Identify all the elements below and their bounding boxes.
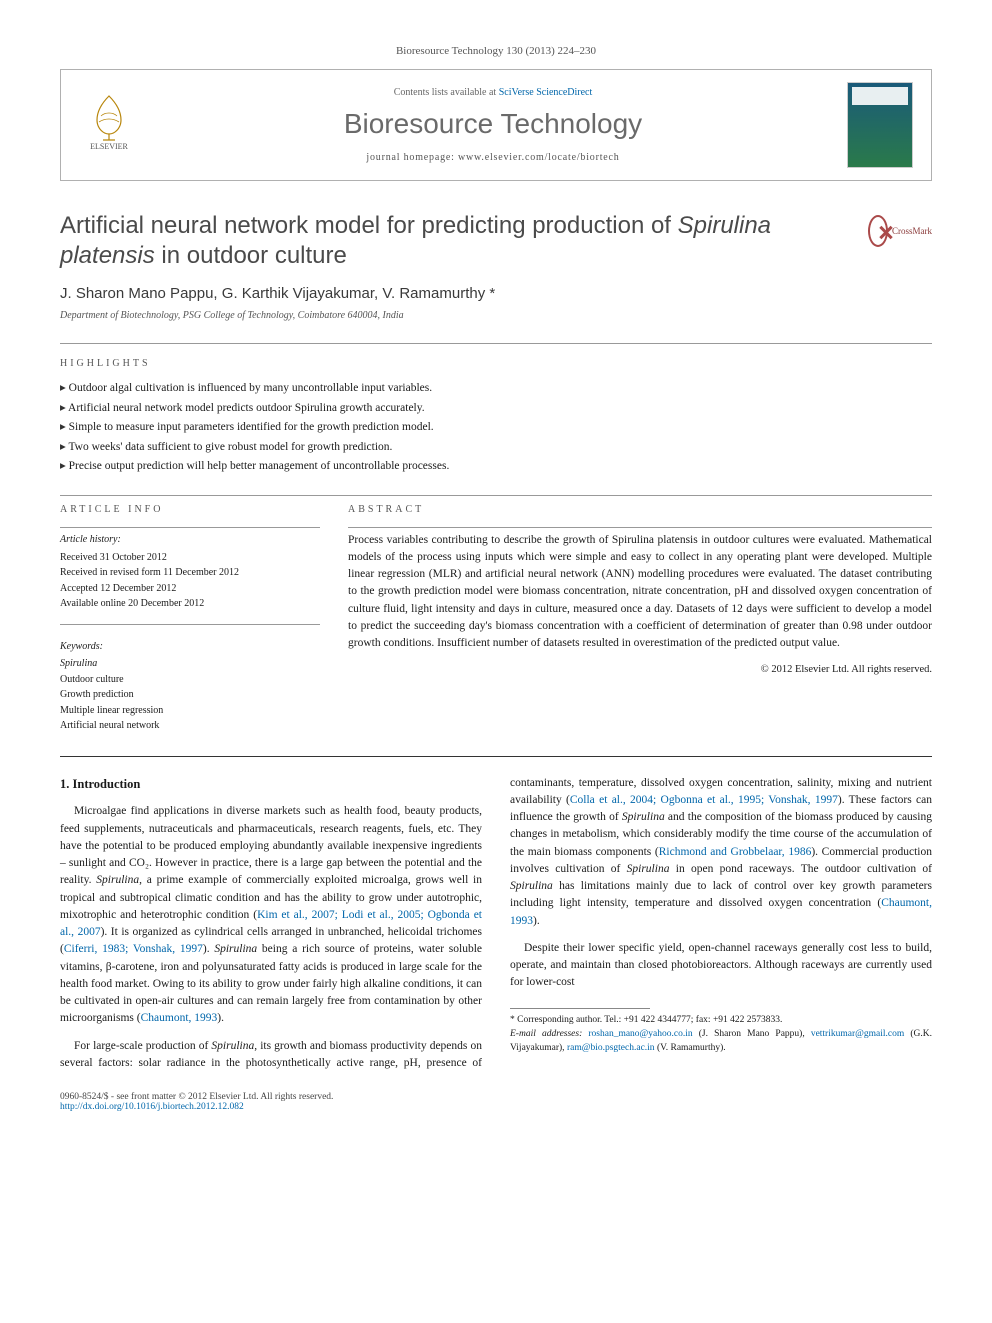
citation-link[interactable]: Colla et al., 2004; Ogbonna et al., 1995…: [570, 794, 838, 806]
accepted-date: Accepted 12 December 2012: [60, 581, 320, 597]
rule: [348, 527, 932, 528]
body-columns: 1. Introduction Microalgae find applicat…: [60, 775, 932, 1073]
email-who: (V. Ramamurthy).: [655, 1043, 726, 1053]
rule: [60, 495, 932, 496]
p1-text: ).: [203, 943, 214, 955]
article-info-heading: ARTICLE INFO: [60, 502, 320, 518]
homepage-prefix: journal homepage:: [366, 152, 458, 163]
keyword: Multiple linear regression: [60, 703, 320, 719]
citation-line: Bioresource Technology 130 (2013) 224–23…: [60, 45, 932, 57]
email-link[interactable]: vettrikumar@gmail.com: [811, 1029, 904, 1039]
p1-em: Spirulina: [96, 874, 139, 886]
journal-cover-thumb: [847, 82, 913, 168]
p2-text: ).: [533, 915, 540, 927]
crossmark-label: CrossMark: [892, 226, 932, 236]
keyword: Outdoor culture: [60, 672, 320, 688]
elsevier-label: ELSEVIER: [90, 142, 128, 151]
p1-text: ).: [217, 1012, 224, 1024]
revised-date: Received in revised form 11 December 201…: [60, 565, 320, 581]
highlight-item: Simple to measure input parameters ident…: [60, 418, 932, 438]
elsevier-logo: ELSEVIER: [79, 92, 139, 158]
citation-link[interactable]: Richmond and Grobbelaar, 1986: [659, 846, 812, 858]
citation-link[interactable]: Ciferri, 1983; Vonshak, 1997: [64, 943, 203, 955]
highlight-item: Artificial neural network model predicts…: [60, 399, 932, 419]
rule: [60, 624, 320, 625]
keyword: Artificial neural network: [60, 718, 320, 734]
email-label: E-mail addresses:: [510, 1029, 588, 1039]
keyword: Spirulina: [60, 656, 320, 672]
journal-name: Bioresource Technology: [157, 108, 829, 140]
contents-line: Contents lists available at SciVerse Sci…: [157, 87, 829, 98]
author-list: J. Sharon Mano Pappu, G. Karthik Vijayak…: [60, 285, 932, 302]
p2-em: Spirulina: [622, 811, 665, 823]
citation-link[interactable]: Chaumont, 1993: [141, 1012, 218, 1024]
email-who: (J. Sharon Mano Pappu),: [693, 1029, 811, 1039]
sciencedirect-link[interactable]: SciVerse ScienceDirect: [499, 87, 593, 98]
intro-para-3: Despite their lower specific yield, open…: [510, 940, 932, 992]
abstract-heading: ABSTRACT: [348, 502, 932, 517]
keywords-head: Keywords:: [60, 639, 320, 655]
doi-link[interactable]: http://dx.doi.org/10.1016/j.biortech.201…: [60, 1102, 244, 1112]
crossmark-icon: [868, 215, 888, 247]
homepage-url: www.elsevier.com/locate/biortech: [458, 152, 620, 163]
email-link[interactable]: ram@bio.psgtech.ac.in: [567, 1043, 655, 1053]
p1-text: being a rich source of proteins, water s…: [60, 943, 482, 1024]
history-head: Article history:: [60, 532, 320, 548]
highlight-item: Precise output prediction will help bett…: [60, 457, 932, 477]
title-text-pre: Artificial neural network model for pred…: [60, 212, 678, 239]
crossmark-badge[interactable]: CrossMark: [868, 211, 932, 251]
keyword-text: Spirulina: [60, 658, 97, 669]
p2-em: Spirulina: [627, 863, 670, 875]
affiliation: Department of Biotechnology, PSG College…: [60, 310, 932, 321]
page-footer: 0960-8524/$ - see front matter © 2012 El…: [60, 1092, 932, 1112]
copyright-line: © 2012 Elsevier Ltd. All rights reserved…: [348, 662, 932, 678]
highlights-heading: HIGHLIGHTS: [60, 358, 932, 369]
journal-header: ELSEVIER Contents lists available at Sci…: [60, 69, 932, 181]
email-addresses: E-mail addresses: roshan_mano@yahoo.co.i…: [510, 1027, 932, 1056]
title-text-post: in outdoor culture: [155, 242, 347, 269]
highlights-block: Outdoor algal cultivation is influenced …: [60, 379, 932, 477]
email-link[interactable]: roshan_mano@yahoo.co.in: [588, 1029, 692, 1039]
elsevier-tree-icon: [83, 92, 135, 142]
received-date: Received 31 October 2012: [60, 550, 320, 566]
homepage-line: journal homepage: www.elsevier.com/locat…: [157, 152, 829, 163]
p1-em: Spirulina: [214, 943, 257, 955]
highlight-item: Two weeks' data sufficient to give robus…: [60, 438, 932, 458]
p2-em: Spirulina: [211, 1040, 254, 1052]
full-rule: [60, 756, 932, 757]
intro-para-1: Microalgae find applications in diverse …: [60, 803, 482, 1027]
footnote-rule: [510, 1008, 650, 1009]
highlight-item: Outdoor algal cultivation is influenced …: [60, 379, 932, 399]
front-matter-line: 0960-8524/$ - see front matter © 2012 El…: [60, 1092, 333, 1102]
p2-text: For large-scale production of: [74, 1040, 211, 1052]
p2-text: has limitations mainly due to lack of co…: [510, 880, 932, 909]
corresponding-author: * Corresponding author. Tel.: +91 422 43…: [510, 1013, 932, 1027]
keyword: Growth prediction: [60, 687, 320, 703]
footnotes: * Corresponding author. Tel.: +91 422 43…: [510, 1013, 932, 1056]
intro-heading: 1. Introduction: [60, 775, 482, 794]
article-title: Artificial neural network model for pred…: [60, 211, 848, 271]
contents-prefix: Contents lists available at: [394, 87, 499, 98]
rule: [60, 527, 320, 528]
p2-em: Spirulina: [510, 880, 553, 892]
abstract-text: Process variables contributing to descri…: [348, 532, 932, 653]
online-date: Available online 20 December 2012: [60, 596, 320, 612]
rule: [60, 343, 932, 344]
p2-text: in open pond raceways. The outdoor culti…: [669, 863, 932, 875]
